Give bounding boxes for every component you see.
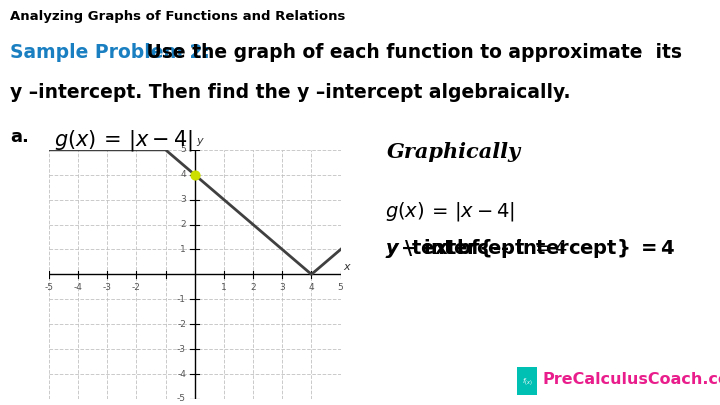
Text: Analyzing Graphs of Functions and Relations: Analyzing Graphs of Functions and Relati… <box>10 10 346 23</box>
Text: -5: -5 <box>177 394 186 403</box>
Text: 2: 2 <box>181 220 186 229</box>
Text: $g(x)\, =\, |x-4|$: $g(x)\, =\, |x-4|$ <box>54 128 193 153</box>
Text: -5: -5 <box>45 283 53 292</box>
Text: $f_{(x)}$: $f_{(x)}$ <box>522 376 532 386</box>
Text: Sample Problem 2:: Sample Problem 2: <box>10 43 210 62</box>
Text: 4: 4 <box>181 170 186 179</box>
Text: Use the graph of each function to approximate  its: Use the graph of each function to approx… <box>140 43 683 62</box>
Text: -1: -1 <box>177 295 186 304</box>
Text: 2: 2 <box>251 283 256 292</box>
Text: a.: a. <box>10 128 29 145</box>
Text: $g(x)\, =\, |x-4|$: $g(x)\, =\, |x-4|$ <box>385 200 516 224</box>
Text: 1: 1 <box>180 245 186 254</box>
Text: $\boldsymbol{y}$ \textbf{-- intercept} $\boldsymbol{= 4}$: $\boldsymbol{y}$ \textbf{-- intercept} $… <box>385 237 676 260</box>
Text: -2: -2 <box>177 320 186 329</box>
Text: -2: -2 <box>132 283 141 292</box>
Text: y: y <box>196 136 202 146</box>
Point <box>189 172 200 178</box>
Text: x: x <box>343 262 350 272</box>
Text: Graphically: Graphically <box>387 142 521 162</box>
Text: 3: 3 <box>180 195 186 204</box>
Text: -3: -3 <box>177 345 186 354</box>
Text: -4: -4 <box>177 369 186 379</box>
Text: 4: 4 <box>309 283 314 292</box>
Text: PreCalculusCoach.com: PreCalculusCoach.com <box>543 372 720 388</box>
Text: 3: 3 <box>279 283 285 292</box>
Text: -4: -4 <box>73 283 83 292</box>
Text: 5: 5 <box>338 283 343 292</box>
Text: 5: 5 <box>180 145 186 154</box>
Text: 1: 1 <box>221 283 227 292</box>
Text: $y\,\mathbf{-}$ intercept $= 4$: $y\,\mathbf{-}$ intercept $= 4$ <box>385 237 568 260</box>
Text: -3: -3 <box>103 283 112 292</box>
Text: y –intercept. Then find the y –intercept algebraically.: y –intercept. Then find the y –intercept… <box>10 83 570 102</box>
